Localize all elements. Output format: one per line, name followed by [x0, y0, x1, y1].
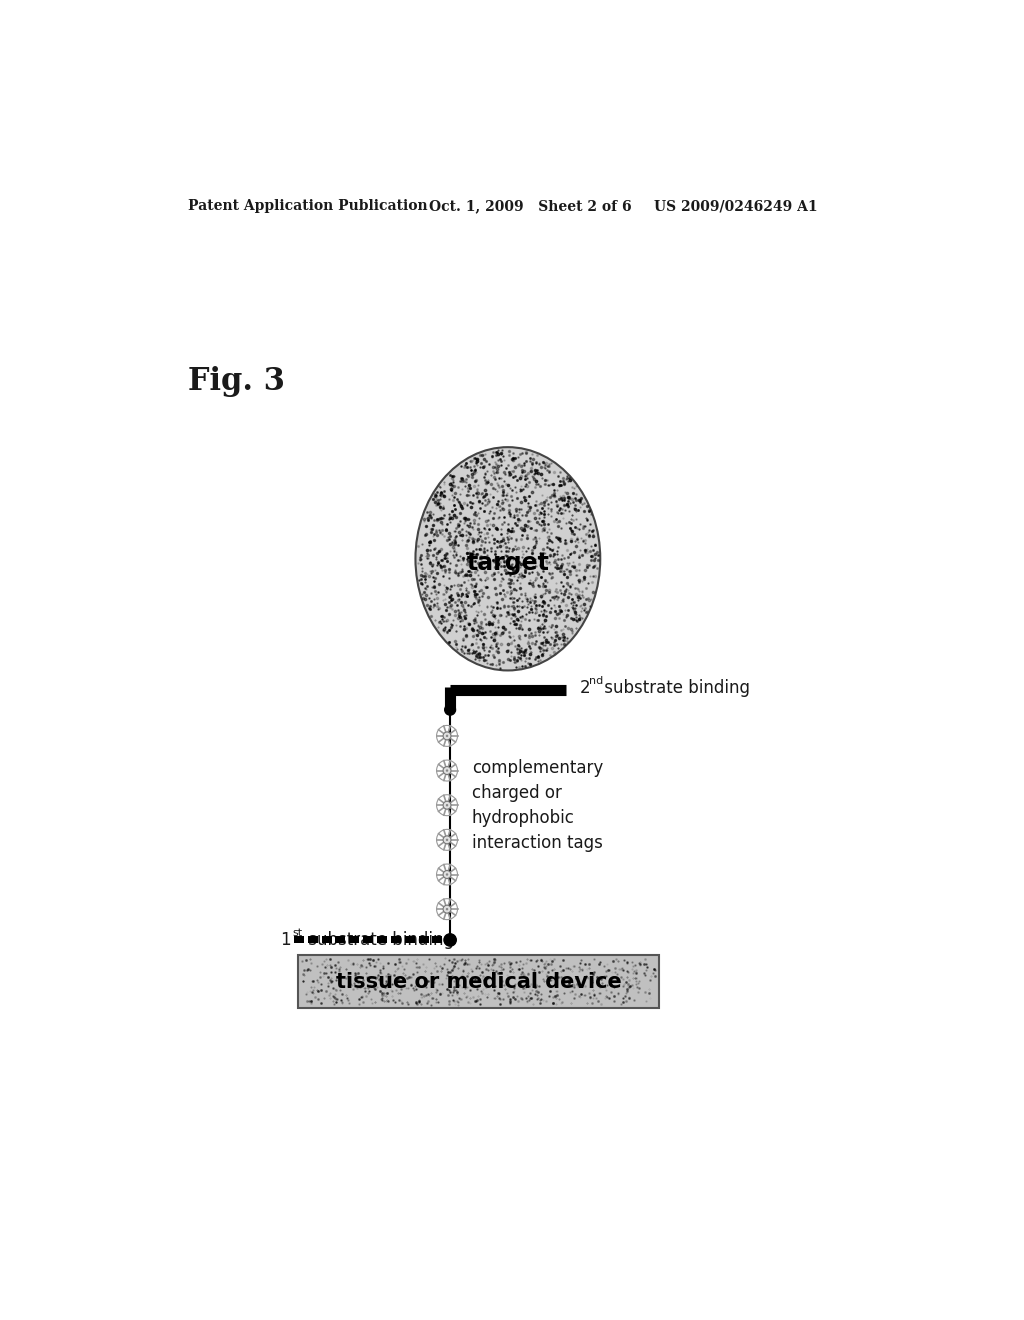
Circle shape — [445, 770, 449, 772]
Bar — [419, 936, 429, 942]
Circle shape — [443, 801, 451, 809]
Text: substrate binding: substrate binding — [599, 680, 751, 697]
Circle shape — [445, 735, 449, 737]
Bar — [322, 936, 332, 942]
Bar — [364, 936, 373, 942]
Bar — [294, 936, 304, 942]
Bar — [307, 936, 317, 942]
Circle shape — [445, 908, 449, 911]
Text: st: st — [292, 928, 302, 939]
Bar — [391, 936, 400, 942]
Bar — [432, 936, 442, 942]
Circle shape — [443, 871, 451, 878]
Text: 2: 2 — [580, 680, 590, 697]
Circle shape — [445, 804, 449, 807]
Circle shape — [443, 836, 451, 843]
Bar — [349, 936, 359, 942]
Bar — [404, 936, 415, 942]
Circle shape — [445, 874, 449, 875]
Text: Oct. 1, 2009   Sheet 2 of 6: Oct. 1, 2009 Sheet 2 of 6 — [429, 199, 632, 213]
Text: Fig. 3: Fig. 3 — [188, 366, 286, 397]
Text: nd: nd — [589, 676, 603, 686]
Text: US 2009/0246249 A1: US 2009/0246249 A1 — [654, 199, 818, 213]
Text: Patent Application Publication: Patent Application Publication — [188, 199, 428, 213]
Circle shape — [444, 933, 457, 946]
Text: tissue or medical device: tissue or medical device — [336, 972, 622, 991]
Text: complementary
charged or
hydrophobic
interaction tags: complementary charged or hydrophobic int… — [472, 759, 603, 851]
Text: 1: 1 — [281, 931, 291, 949]
Bar — [377, 936, 387, 942]
Circle shape — [444, 705, 456, 715]
Circle shape — [445, 838, 449, 841]
Text: target: target — [466, 550, 549, 574]
Bar — [336, 936, 345, 942]
Bar — [298, 956, 658, 1007]
Circle shape — [443, 733, 451, 739]
Circle shape — [443, 906, 451, 913]
Text: substrate binding: substrate binding — [303, 931, 454, 949]
Ellipse shape — [416, 447, 600, 671]
Circle shape — [443, 767, 451, 775]
